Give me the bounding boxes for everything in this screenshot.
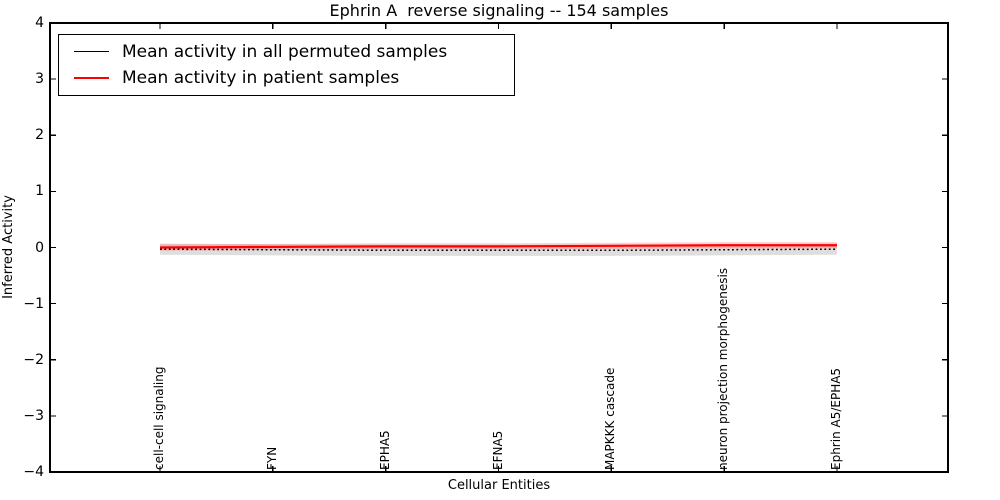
x-tick-label: MAPKKK cascade: [603, 367, 618, 470]
legend-entry-permuted: Mean activity in all permuted samples: [74, 42, 514, 62]
y-tick-label: 1: [35, 183, 44, 200]
x-tick-label: Ephrin A5/EPHA5: [829, 367, 843, 470]
x-ticks: [159, 23, 838, 472]
x-tick-label: neuron projection morphogenesis: [716, 267, 731, 470]
x-tick-label: cell-cell signaling: [152, 366, 166, 471]
legend-line-patient-icon: [74, 77, 109, 80]
y-tick-label: −3: [23, 407, 44, 424]
legend-entry-patient: Mean activity in patient samples: [74, 68, 514, 88]
legend: Mean activity in all permuted samples Me…: [58, 34, 515, 96]
series-line-1: [159, 244, 837, 249]
x-tick-label: EPHA5: [377, 430, 392, 470]
y-axis-label: Inferred Activity: [1, 195, 16, 299]
x-tick-label: EFNA5: [490, 430, 505, 470]
legend-line-permuted-icon: [74, 51, 109, 53]
y-tick-label: −4: [23, 464, 44, 480]
y-tick-label: 3: [35, 71, 44, 88]
x-axis-label: Cellular Entities: [447, 478, 551, 493]
legend-label: Mean activity in patient samples: [122, 68, 400, 89]
y-tick-label: −2: [23, 351, 44, 368]
y-tick-label: 2: [35, 127, 44, 144]
y-tick-label: 0: [35, 239, 44, 256]
chart-title: Ephrin A reverse signaling -- 154 sample…: [329, 1, 669, 20]
x-tick-label: FYN: [264, 446, 279, 470]
series-line-0: [159, 248, 838, 252]
y-tick-label: 4: [35, 15, 44, 31]
y-tick-label: −1: [23, 295, 44, 312]
y-ticks: [50, 22, 948, 473]
legend-label: Mean activity in all permuted samples: [122, 41, 448, 62]
